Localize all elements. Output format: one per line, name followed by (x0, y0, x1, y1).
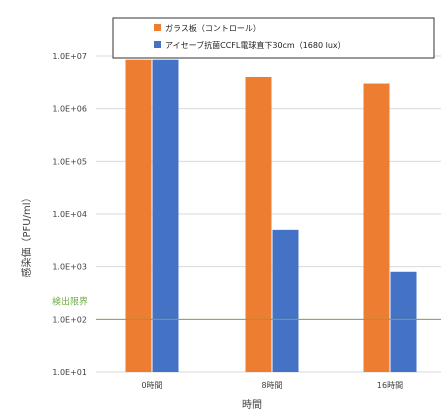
y-tick-label: 1.0E+02 (52, 315, 87, 324)
legend-swatch (154, 41, 161, 48)
y-tick-label: 1.0E+04 (52, 210, 87, 219)
x-tick-label: 0時間 (141, 381, 162, 390)
y-tick-label: 1.0E+01 (52, 368, 87, 377)
y-tick-label: 1.0E+05 (52, 157, 87, 166)
y-tick-label: 1.0E+03 (52, 263, 87, 272)
y-axis-ticks: 1.0E+01 1.0E+02 1.0E+03 1.0E+04 1.0E+05 1.0E+… (52, 52, 87, 377)
bar-series1-8時間 (245, 76, 272, 372)
bar-series2-8時間 (272, 229, 299, 372)
legend-swatch (154, 24, 161, 31)
y-axis-label: 感染価（PFU/ml） (20, 193, 33, 278)
y-tick-label: 1.0E+06 (52, 105, 87, 114)
bar-series2-0時間 (152, 59, 179, 372)
legend-box (112, 17, 435, 59)
y-tick-label: 1.0E+07 (52, 52, 87, 61)
legend: ガラス板（コントロール） アイセーブ抗菌CCFL電球直下30cm（1680 lux… (112, 17, 435, 59)
bar-series1-16時間 (363, 83, 390, 373)
bar-series1-0時間 (125, 59, 152, 372)
bars (125, 59, 417, 373)
x-axis-categories: 0時間 8時間 16時間 (141, 381, 403, 390)
detection-limit-label: 検出限界 (52, 295, 88, 307)
legend-label: アイセーブ抗菌CCFL電球直下30cm（1680 lux） (165, 40, 346, 50)
x-axis-label: 時間 (242, 399, 262, 411)
x-tick-label: 16時間 (377, 381, 403, 390)
annotations: 検出限界 (52, 295, 441, 320)
legend-label: ガラス板（コントロール） (165, 23, 261, 33)
x-tick-label: 8時間 (261, 381, 282, 390)
bar-series2-16時間 (390, 271, 417, 372)
